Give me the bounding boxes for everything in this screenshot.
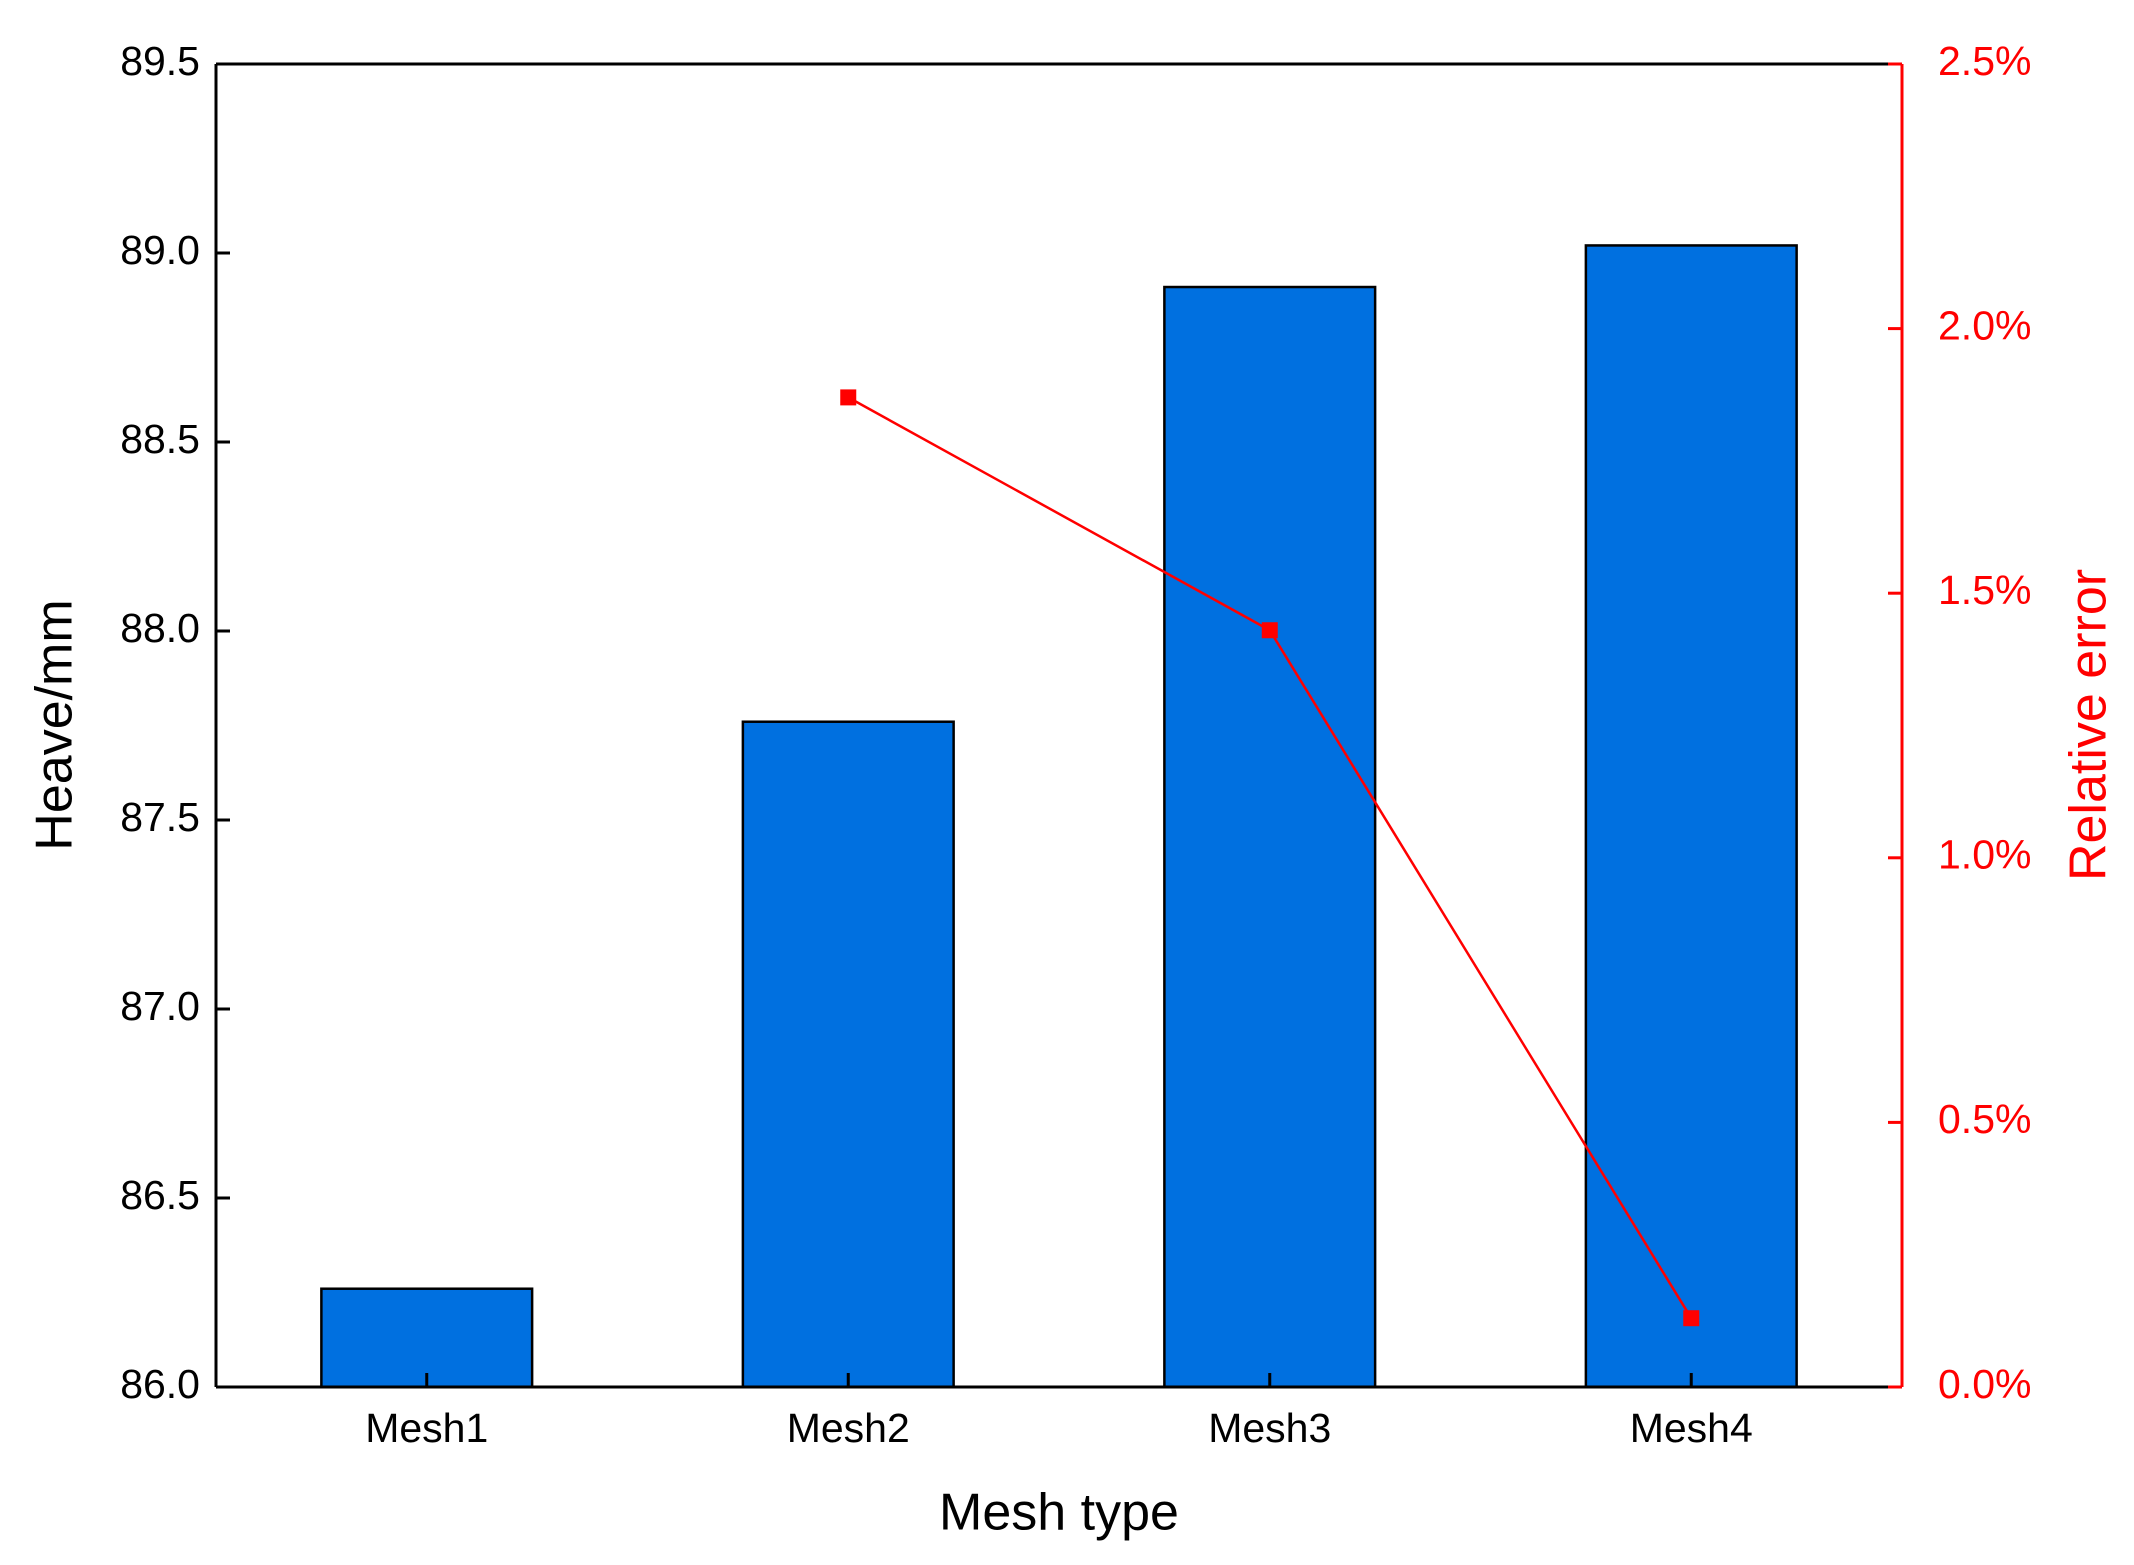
x-axis-title: Mesh type — [939, 1484, 1179, 1542]
y-tick-label: 87.0 — [120, 983, 200, 1029]
y2-tick-label: 0.5% — [1938, 1096, 2031, 1142]
y-tick-label: 86.5 — [120, 1172, 200, 1218]
y-tick-label: 87.5 — [120, 794, 200, 840]
x-tick-label: Mesh3 — [1208, 1405, 1331, 1451]
y-tick-label: 88.5 — [120, 416, 200, 462]
y-tick-label: 88.0 — [120, 605, 200, 651]
y-axis-title: Heave/mm — [26, 599, 84, 850]
bar — [741, 720, 955, 1389]
y2-tick-label: 2.5% — [1938, 38, 2031, 84]
y-tick-label: 89.0 — [120, 227, 200, 273]
bar — [1584, 244, 1798, 1389]
y-tick-label: 86.0 — [120, 1361, 200, 1407]
y-tick-label: 89.5 — [120, 38, 200, 84]
marker — [840, 389, 857, 406]
y2-axis-title: Relative error — [2060, 569, 2118, 881]
bar — [320, 1287, 534, 1389]
marker — [1261, 622, 1278, 639]
x-tick-label: Mesh4 — [1630, 1405, 1753, 1451]
y2-tick-label: 2.0% — [1938, 302, 2031, 348]
y2-tick-label: 1.5% — [1938, 567, 2031, 613]
marker — [1683, 1310, 1700, 1327]
x-tick-label: Mesh1 — [365, 1405, 488, 1451]
bar — [1163, 285, 1377, 1389]
x-tick-label: Mesh2 — [787, 1405, 910, 1451]
y2-tick-label: 1.0% — [1938, 832, 2031, 878]
y2-tick-label: 0.0% — [1938, 1361, 2031, 1407]
